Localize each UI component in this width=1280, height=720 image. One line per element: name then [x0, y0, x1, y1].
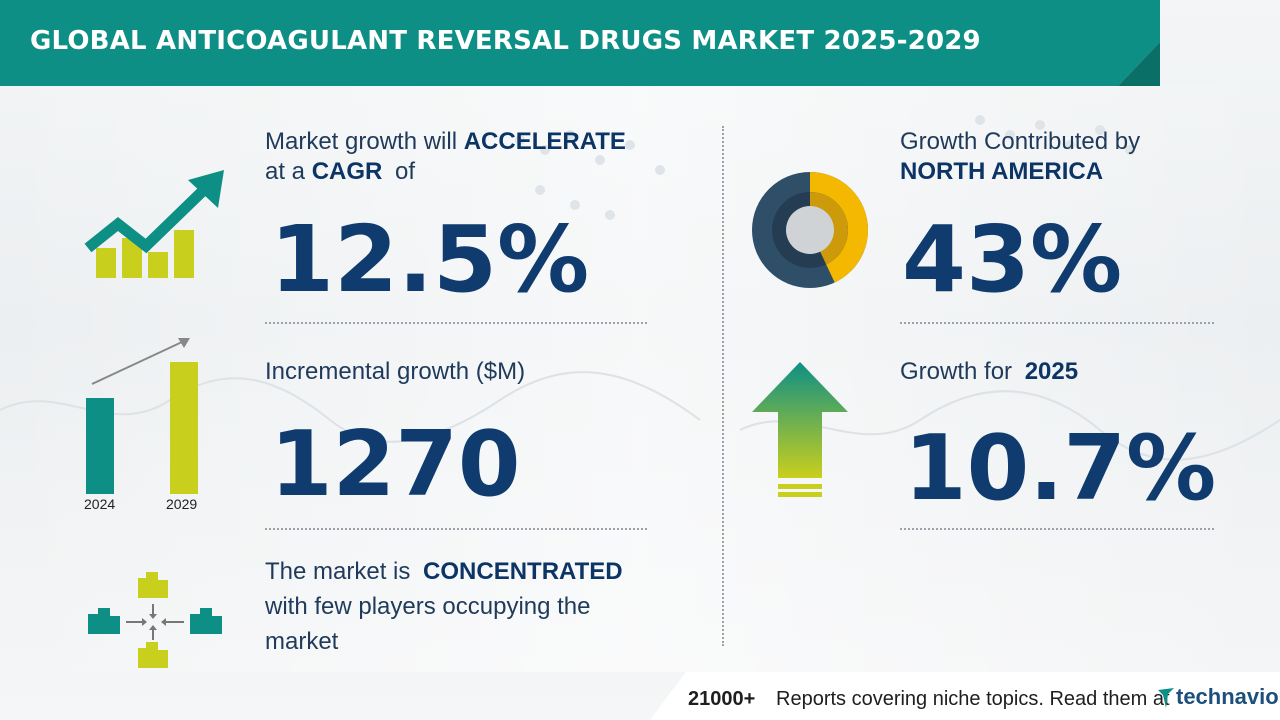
year-end-label: 2029 [166, 496, 198, 512]
cagr-value: 12.5% [270, 206, 590, 313]
donut-chart-icon [752, 172, 868, 288]
region-name: NORTH AMERICA [900, 158, 1104, 185]
concentration-keyword: CONCENTRATED [423, 558, 623, 585]
footer-report-count: 21000+ [688, 688, 756, 710]
divider-right-2 [900, 528, 1214, 530]
cagr-keyword: CAGR [311, 158, 383, 185]
brand-logo: technavio [1176, 684, 1279, 709]
technavio-logo-icon [1158, 688, 1174, 708]
divider-left-2 [265, 528, 647, 530]
growth-2025-value: 10.7% [904, 416, 1217, 521]
cagr-line-1: Market growth will ACCELERATE [265, 126, 626, 158]
growth-2025-year: 2025 [1024, 358, 1079, 385]
footer-description: Reports covering niche topics. Read them… [776, 688, 1170, 710]
incremental-value: 1270 [270, 412, 521, 517]
incremental-label: Incremental growth ($M) [265, 358, 526, 385]
header-banner [0, 0, 1160, 86]
cagr-at-a: at a [265, 158, 306, 185]
up-arrow-icon [752, 362, 848, 497]
market-concentration-icon [88, 572, 222, 668]
growth-2025-label: Growth for 2025 [900, 356, 1078, 388]
year-start-label: 2024 [84, 496, 116, 512]
concentration-line-1: The market is CONCENTRATED [265, 556, 623, 588]
vertical-divider [722, 126, 724, 646]
bar-growth-icon [86, 338, 198, 494]
region-value: 43% [902, 206, 1123, 313]
cagr-prefix: Market growth will [265, 128, 458, 155]
region-line-2: NORTH AMERICA [900, 156, 1103, 188]
region-line-1: Growth Contributed by [900, 128, 1141, 155]
growth-2025-prefix: Growth for [900, 358, 1013, 385]
footer-bar [650, 672, 1280, 720]
concentration-prefix: The market is [265, 558, 411, 585]
growth-chart-icon [84, 170, 224, 278]
concentration-line-3: market [265, 628, 339, 655]
divider-left-1 [265, 322, 647, 324]
concentration-line-2: with few players occupying the [265, 593, 591, 620]
cagr-line-2: at a CAGR of [265, 156, 415, 188]
page-title: GLOBAL ANTICOAGULANT REVERSAL DRUGS MARK… [30, 26, 981, 56]
cagr-accelerate-keyword: ACCELERATE [463, 128, 626, 155]
cagr-of: of [395, 158, 416, 185]
divider-right-1 [900, 322, 1214, 324]
